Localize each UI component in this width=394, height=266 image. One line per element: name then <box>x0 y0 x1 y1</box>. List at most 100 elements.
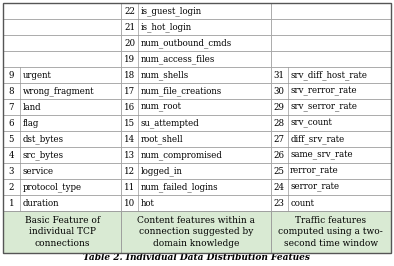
Text: hot: hot <box>141 198 155 207</box>
Bar <box>271 67 391 83</box>
Text: 3: 3 <box>9 167 14 176</box>
Bar <box>3 19 121 35</box>
Bar <box>3 131 121 147</box>
Text: 29: 29 <box>274 102 285 111</box>
Text: wrong_fragment: wrong_fragment <box>22 86 94 96</box>
Text: su_attempted: su_attempted <box>141 118 200 128</box>
Bar <box>3 35 121 51</box>
Bar <box>271 83 391 99</box>
Bar <box>121 3 271 19</box>
Bar <box>3 179 121 195</box>
Bar <box>3 3 121 19</box>
Text: 14: 14 <box>124 135 136 143</box>
Bar <box>121 131 271 147</box>
Bar <box>121 163 271 179</box>
Text: 15: 15 <box>124 118 136 127</box>
Bar <box>3 163 121 179</box>
Bar <box>271 195 391 211</box>
Text: 11: 11 <box>124 182 136 192</box>
Text: 27: 27 <box>274 135 285 143</box>
Bar <box>271 131 391 147</box>
Bar <box>121 179 271 195</box>
Bar <box>271 147 391 163</box>
Text: src_bytes: src_bytes <box>22 150 63 160</box>
Text: 10: 10 <box>124 198 136 207</box>
Text: service: service <box>22 167 54 176</box>
Text: is_hot_login: is_hot_login <box>141 22 192 32</box>
Bar <box>121 35 271 51</box>
Bar <box>3 51 121 67</box>
Text: 22: 22 <box>125 6 136 15</box>
Text: srv_serror_rate: srv_serror_rate <box>290 102 357 112</box>
Text: num_root: num_root <box>141 102 182 112</box>
Text: flag: flag <box>22 118 39 127</box>
Text: 13: 13 <box>125 151 136 160</box>
Bar <box>3 211 121 253</box>
Text: urgent: urgent <box>22 70 51 80</box>
Text: 23: 23 <box>274 198 284 207</box>
Bar <box>3 147 121 163</box>
Bar <box>271 99 391 115</box>
Text: Basic Feature of
individual TCP
connections: Basic Feature of individual TCP connecti… <box>24 216 100 248</box>
Bar <box>121 147 271 163</box>
Text: logged_in: logged_in <box>141 166 183 176</box>
Bar <box>271 51 391 67</box>
Text: num_shells: num_shells <box>141 70 189 80</box>
Text: 28: 28 <box>274 118 285 127</box>
Text: Table 2. Individual Data Distribution Featues: Table 2. Individual Data Distribution Fe… <box>84 252 310 261</box>
Bar <box>3 99 121 115</box>
Bar <box>121 19 271 35</box>
Text: Content features within a
connection suggested by
domain knowledge: Content features within a connection sug… <box>137 216 255 248</box>
Text: Traffic features
computed using a two-
second time window: Traffic features computed using a two- s… <box>279 216 383 248</box>
Text: num_access_files: num_access_files <box>141 54 215 64</box>
Text: 12: 12 <box>124 167 136 176</box>
Text: rerror_rate: rerror_rate <box>290 167 339 176</box>
Bar <box>121 83 271 99</box>
Text: 16: 16 <box>124 102 136 111</box>
Bar <box>121 99 271 115</box>
Text: 6: 6 <box>9 118 14 127</box>
Text: num_failed_logins: num_failed_logins <box>141 182 218 192</box>
Text: num_file_creations: num_file_creations <box>141 86 222 96</box>
Bar <box>121 195 271 211</box>
Bar <box>271 179 391 195</box>
Bar <box>271 35 391 51</box>
Bar <box>271 163 391 179</box>
Text: num_compromised: num_compromised <box>141 150 223 160</box>
Bar <box>271 115 391 131</box>
Bar <box>121 211 271 253</box>
Text: 2: 2 <box>9 182 14 192</box>
Text: 18: 18 <box>124 70 136 80</box>
Text: 9: 9 <box>9 70 14 80</box>
Text: same_srv_rate: same_srv_rate <box>290 150 353 160</box>
Text: diff_srv_rate: diff_srv_rate <box>290 134 344 144</box>
Text: srv_count: srv_count <box>290 118 332 128</box>
Bar <box>3 115 121 131</box>
Text: 20: 20 <box>124 39 136 48</box>
Text: duration: duration <box>22 198 59 207</box>
Bar <box>271 19 391 35</box>
Bar <box>121 115 271 131</box>
Bar <box>271 3 391 19</box>
Text: 24: 24 <box>274 182 285 192</box>
Text: 1: 1 <box>9 198 14 207</box>
Text: 19: 19 <box>124 55 136 64</box>
Text: 25: 25 <box>274 167 285 176</box>
Text: 7: 7 <box>9 102 14 111</box>
Bar <box>121 67 271 83</box>
Bar <box>3 67 121 83</box>
Text: srv_rerror_rate: srv_rerror_rate <box>290 86 357 95</box>
Text: srv_diff_host_rate: srv_diff_host_rate <box>290 70 367 80</box>
Text: protocol_type: protocol_type <box>22 182 82 192</box>
Text: 31: 31 <box>274 70 285 80</box>
Text: root_shell: root_shell <box>141 134 184 144</box>
Text: land: land <box>22 102 41 111</box>
Text: 30: 30 <box>274 86 285 95</box>
Text: serror_rate: serror_rate <box>290 182 339 192</box>
Text: 26: 26 <box>274 151 285 160</box>
Text: dst_bytes: dst_bytes <box>22 134 63 144</box>
Text: is_guest_login: is_guest_login <box>141 6 202 16</box>
Text: 17: 17 <box>124 86 136 95</box>
Text: 4: 4 <box>9 151 14 160</box>
Text: 8: 8 <box>9 86 14 95</box>
